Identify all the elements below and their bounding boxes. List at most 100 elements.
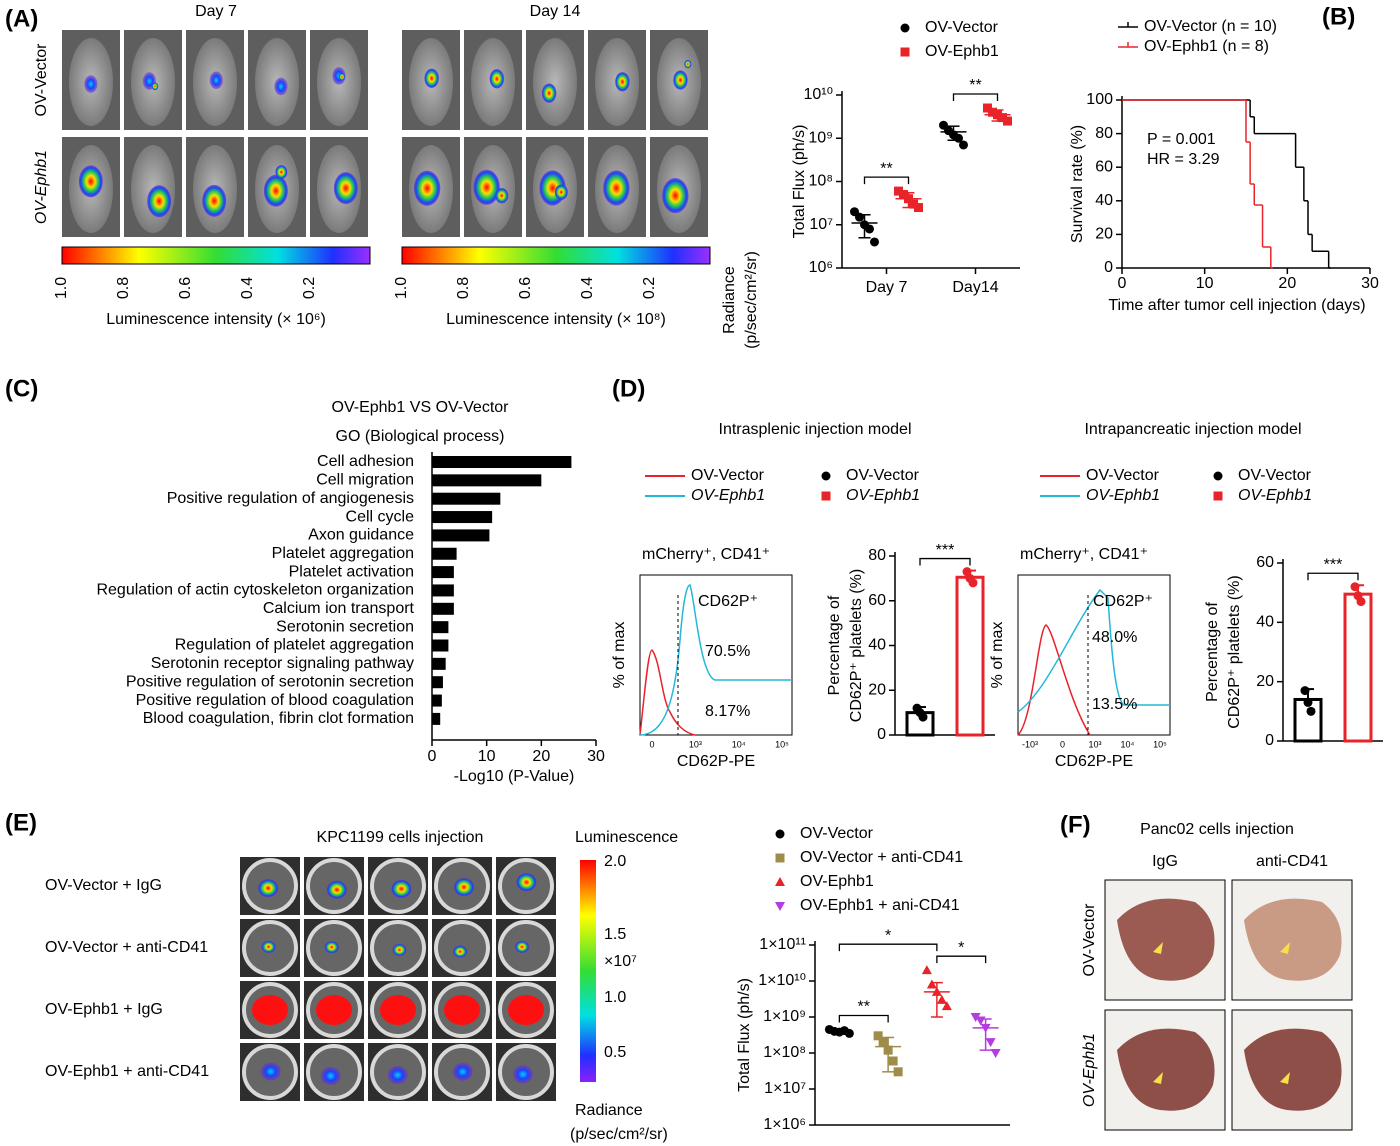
bar: [432, 492, 501, 505]
data-point: [1306, 706, 1316, 716]
signal: [444, 995, 480, 1025]
arrowhead: [1153, 942, 1163, 954]
row-label: OV-Ephb1 + anti-CD41: [45, 1063, 209, 1080]
axis-label: CD62P⁺ platelets (%): [1226, 575, 1243, 728]
gate-label: CD62P⁺: [1093, 593, 1153, 610]
significance-label: **: [858, 999, 870, 1016]
signal: [392, 943, 407, 956]
percent-label: 13.5%: [1092, 696, 1137, 713]
y-tick-label: 40: [1256, 614, 1274, 631]
colorbar-title: Luminescence: [575, 829, 678, 846]
data-point: [878, 1037, 888, 1047]
significance-label: *: [885, 927, 891, 944]
category-label: Positive regulation of serotonin secreti…: [126, 673, 414, 690]
x-tick-label: 20: [532, 748, 550, 765]
panel-title: KPC1199 cells injection: [317, 829, 484, 846]
colorbar-title: (p/sec/cm²/sr): [570, 1126, 668, 1143]
panel-title: Panc02 cells injection: [1140, 821, 1294, 838]
signal: [202, 184, 227, 217]
arrowhead: [1153, 1072, 1163, 1084]
signal: [147, 185, 172, 218]
signal: [662, 177, 689, 214]
category-label: Platelet aggregation: [272, 545, 414, 562]
significance-bracket: [863, 176, 910, 185]
x-tick-label: 10: [1196, 275, 1214, 292]
significance-label: **: [880, 160, 892, 177]
axis-label: % of max: [989, 622, 1006, 689]
x-tick-label: 10³: [689, 739, 702, 749]
signal: [260, 1062, 281, 1081]
category-label: Cell adhesion: [317, 453, 414, 470]
bar: [432, 456, 572, 468]
histogram: [639, 649, 696, 736]
bar: [432, 712, 441, 725]
y-tick-label: 10⁶: [809, 259, 833, 276]
signal: [261, 940, 276, 953]
colorbar-title: Radiance: [721, 266, 738, 334]
x-tick-label: 10⁴: [1121, 739, 1135, 749]
significance-bracket: [838, 943, 938, 952]
colorbar-tick-label: 0.8: [115, 277, 132, 299]
liver: [1117, 1028, 1215, 1111]
data-point: [1356, 597, 1366, 607]
y-tick-label: 40: [868, 637, 886, 654]
x-tick-label: -10³: [1022, 739, 1038, 749]
panel-label: (D): [612, 375, 645, 402]
legend-label: OV-Ephb1: [1086, 487, 1160, 504]
model-title: Intrapancreatic injection model: [1084, 421, 1301, 438]
colorbar-tick-label: 0.5: [604, 1044, 626, 1061]
data-point: [921, 965, 932, 975]
colorbar-tick-label: 0.6: [177, 277, 194, 299]
colorbar-tick-label: 1.5: [604, 926, 626, 943]
liver: [1244, 898, 1342, 981]
signal: [258, 879, 279, 898]
y-tick-label: 1×10⁸: [763, 1044, 806, 1061]
colorbar-unit: ×10⁷: [604, 953, 637, 970]
legend-label: OV-Vector (n = 10): [1144, 18, 1277, 35]
significance-label: ***: [936, 542, 955, 559]
bar: [432, 621, 449, 634]
x-tick-label: 10⁵: [775, 739, 789, 749]
significance-label: *: [958, 939, 964, 956]
legend-label: OV-Vector: [691, 467, 765, 484]
legend-label: OV-Ephb1 (n = 8): [1144, 38, 1269, 55]
x-tick-label: 0: [1060, 739, 1065, 749]
x-tick-label: 10⁵: [1153, 739, 1167, 749]
significance-bracket: [936, 955, 987, 964]
data-point: [909, 199, 918, 209]
axis-label: Total Flux (ph/s): [736, 978, 753, 1092]
data-point: [899, 190, 908, 200]
legend-label: OV-Ephb1: [1238, 487, 1312, 504]
legend-label: OV-Ephb1: [846, 487, 920, 504]
signal: [495, 187, 509, 204]
data-point: [941, 1001, 952, 1011]
legend-label: OV-Vector: [1238, 467, 1312, 484]
gate-label: mCherry⁺, CD41⁺: [1020, 546, 1148, 563]
data-point: [970, 1013, 981, 1022]
y-tick-label: 1×10¹¹: [759, 936, 806, 953]
category-label: Regulation of actin cytoskeleton organiz…: [96, 582, 414, 599]
chart-title: OV-Ephb1 VS OV-Vector: [332, 399, 510, 416]
signal: [513, 1065, 534, 1084]
legend-label: OV-Vector: [925, 19, 999, 36]
row-label: OV-Vector: [33, 43, 50, 117]
day-label: Day 7: [195, 3, 237, 20]
y-tick-label: 1×10⁶: [763, 1116, 806, 1133]
data-point: [1003, 116, 1012, 126]
category-label: Positive regulation of angiogenesis: [167, 490, 414, 507]
bar: [432, 566, 454, 579]
x-tick-label: 10³: [1088, 739, 1101, 749]
annotation: HR = 3.29: [1147, 151, 1220, 168]
y-tick-label: 20: [1256, 673, 1274, 690]
legend-marker: [1213, 471, 1223, 481]
colorbar-tick-label: 0.2: [301, 277, 318, 299]
x-tick-label: Day14: [952, 279, 998, 296]
signal: [316, 995, 352, 1025]
axis-label: Time after tumor cell injection (days): [1108, 297, 1365, 314]
y-tick-label: 1×10⁹: [763, 1008, 806, 1025]
data-point: [988, 107, 997, 117]
legend-marker: [1213, 491, 1223, 501]
signal: [338, 72, 346, 81]
legend-label: OV-Ephb1: [691, 487, 765, 504]
